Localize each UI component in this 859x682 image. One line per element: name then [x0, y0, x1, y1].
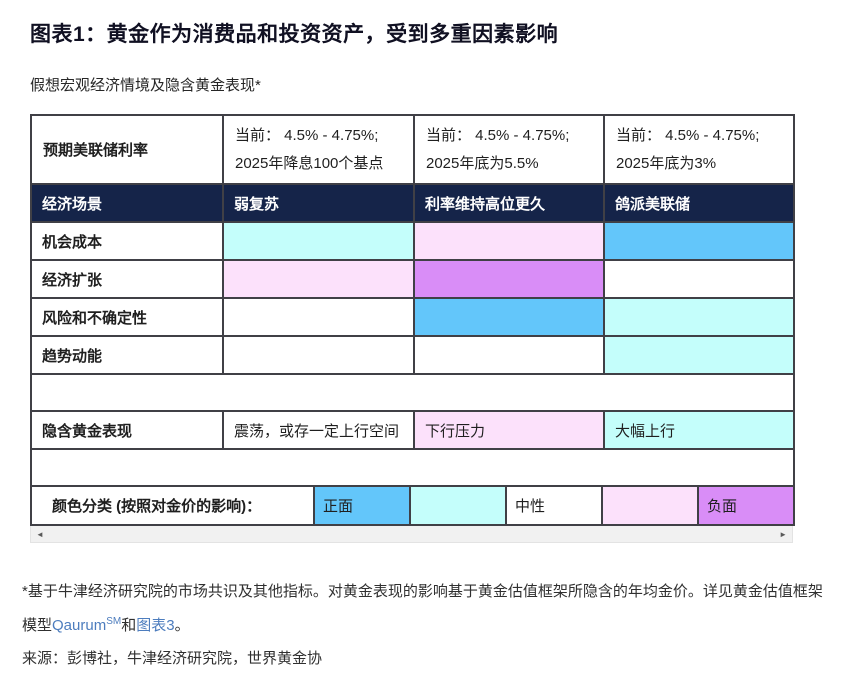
implied-gold-cell: 大幅上行 [603, 410, 795, 450]
legend-cell-neutral: 中性 [505, 488, 601, 523]
fed-rate-cell: 当前： 4.5% - 4.75%; 2025年底为5.5% [413, 114, 605, 185]
legend-row: 颜色分类 (按照对金价的影响)： 正面 中性 负面 [30, 485, 795, 526]
scenario-header-cell: 鸽派美联储 [603, 183, 795, 223]
footnote: *基于牛津经济研究院的市场共识及其他指标。对黄金表现的影响基于黄金估值框架所隐含… [22, 577, 834, 641]
legend-cell-negative: 负面 [697, 488, 792, 523]
legend-cell [601, 488, 697, 523]
factor-row: 经济扩张 [30, 259, 795, 299]
footnote-text-mid: 和 [121, 617, 137, 634]
fed-rate-cell: 当前： 4.5% - 4.75%; 2025年底为3% [603, 114, 795, 185]
fed-rate-row: 预期美联储利率 当前： 4.5% - 4.75%; 2025年降息100个基点 … [30, 114, 795, 185]
legend-cell [409, 488, 505, 523]
implied-gold-label: 隐含黄金表现 [30, 410, 224, 450]
factor-cell [603, 259, 795, 299]
factor-label: 经济扩张 [30, 259, 224, 299]
scenario-header-cell: 利率维持高位更久 [413, 183, 605, 223]
scenario-table-grid: 预期美联储利率 当前： 4.5% - 4.75%; 2025年降息100个基点 … [30, 114, 795, 526]
factor-label: 趋势动能 [30, 335, 224, 375]
factor-cell [413, 335, 605, 375]
factor-row: 趋势动能 [30, 335, 795, 375]
scrollbar-right-arrow-icon[interactable]: ► [779, 529, 787, 539]
scrollbar-left-arrow-icon[interactable]: ◄ [36, 529, 44, 539]
factor-label: 风险和不确定性 [30, 297, 224, 337]
factor-cell [222, 221, 415, 261]
implied-gold-cell: 下行压力 [413, 410, 605, 450]
scenario-header-cell: 弱复苏 [222, 183, 415, 223]
fed-rate-line2: 2025年底为3% [616, 154, 717, 172]
table-subtitle: 假想宏观经济情境及隐含黄金表现* [30, 77, 261, 94]
implied-gold-row: 隐含黄金表现 震荡，或存一定上行空间 下行压力 大幅上行 [30, 410, 795, 450]
footnote-text: *基于牛津经济研究院的市场共识及其他指标。对黄金表现的影响基于黄金估值框架所隐含… [22, 583, 823, 634]
factor-cell [603, 297, 795, 337]
factor-row: 风险和不确定性 [30, 297, 795, 337]
scenario-table: 预期美联储利率 当前： 4.5% - 4.75%; 2025年降息100个基点 … [30, 114, 795, 543]
source-line: 来源：彭博社，牛津经济研究院，世界黄金协 [22, 650, 323, 667]
fed-rate-line2: 2025年降息100个基点 [235, 154, 384, 172]
factor-cell [413, 259, 605, 299]
factor-cell [222, 335, 415, 375]
implied-gold-cell: 震荡，或存一定上行空间 [222, 410, 415, 450]
factor-cell [603, 221, 795, 261]
page-title: 图表1：黄金作为消费品和投资资产，受到多重因素影响 [30, 23, 559, 46]
factor-row: 机会成本 [30, 221, 795, 261]
fed-rate-line1: 当前： 4.5% - 4.75%; [426, 126, 570, 144]
page: 图表1：黄金作为消费品和投资资产，受到多重因素影响 假想宏观经济情境及隐含黄金表… [0, 18, 859, 668]
fed-rate-label: 预期美联储利率 [30, 114, 224, 185]
fed-rate-line1: 当前： 4.5% - 4.75%; [235, 126, 379, 144]
qaurum-sm-superscript[interactable]: SM [106, 616, 122, 627]
scenario-header-label: 经济场景 [30, 183, 224, 223]
fed-rate-cell: 当前： 4.5% - 4.75%; 2025年降息100个基点 [222, 114, 415, 185]
fed-rate-line2: 2025年底为5.5% [426, 154, 539, 172]
factor-cell [222, 259, 415, 299]
scenario-header-row: 经济场景 弱复苏 利率维持高位更久 鸽派美联储 [30, 183, 795, 223]
chart3-link[interactable]: 图表3 [136, 617, 175, 634]
fed-rate-line1: 当前： 4.5% - 4.75%; [616, 126, 760, 144]
factor-label: 机会成本 [30, 221, 224, 261]
factor-cell [603, 335, 795, 375]
factor-cell [413, 297, 605, 337]
spacer-row [30, 448, 795, 487]
factor-cell [413, 221, 605, 261]
spacer-row [30, 373, 795, 412]
qaurum-link[interactable]: Qaurum [52, 617, 107, 634]
legend-cell-positive: 正面 [313, 488, 409, 523]
factor-cell [222, 297, 415, 337]
legend-label: 颜色分类 (按照对金价的影响)： [52, 498, 262, 515]
horizontal-scrollbar[interactable]: ◄ ► [30, 526, 793, 543]
footnote-text-after: 。 [174, 617, 190, 634]
